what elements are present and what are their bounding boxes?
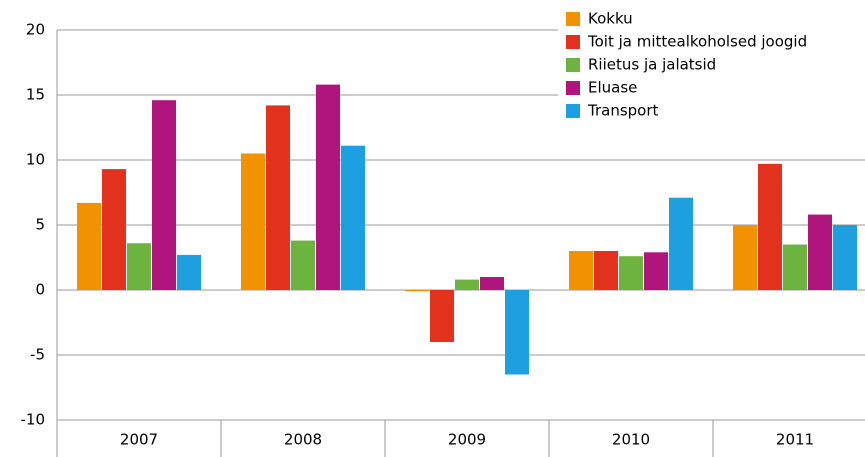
legend-swatch <box>566 104 580 118</box>
x-tick-label: 2007 <box>120 431 158 449</box>
bar <box>430 290 454 342</box>
bar <box>808 214 832 290</box>
legend-label: Riietus ja jalatsid <box>588 56 716 74</box>
legend-label: Transport <box>587 102 659 120</box>
y-tick-label: 10 <box>26 151 45 169</box>
legend-label: Toit ja mittealkoholsed joogid <box>587 33 807 51</box>
x-tick-label: 2010 <box>612 431 650 449</box>
x-tick-label: 2011 <box>776 431 814 449</box>
bar <box>341 145 365 290</box>
bar <box>455 279 479 290</box>
bar <box>594 251 618 290</box>
y-tick-label: -5 <box>30 346 45 364</box>
bar <box>733 225 757 290</box>
bar <box>291 240 315 290</box>
legend-swatch <box>566 58 580 72</box>
bar <box>102 169 126 290</box>
legend-swatch <box>566 12 580 26</box>
bar <box>833 225 857 290</box>
y-tick-label: 0 <box>35 281 45 299</box>
x-tick-label: 2008 <box>284 431 322 449</box>
bar <box>569 251 593 290</box>
bar <box>480 277 504 290</box>
bar <box>405 290 429 292</box>
legend-swatch <box>566 81 580 95</box>
bar <box>644 252 668 290</box>
bar <box>241 153 265 290</box>
bar <box>758 163 782 290</box>
y-tick-label: -10 <box>21 411 46 429</box>
y-tick-label: 5 <box>35 216 45 234</box>
y-tick-label: 15 <box>26 86 45 104</box>
legend-label: Eluase <box>588 79 637 97</box>
bar <box>316 84 340 290</box>
bar <box>669 197 693 290</box>
legend-background <box>558 5 865 125</box>
bar <box>77 202 101 290</box>
bar <box>619 256 643 290</box>
bar <box>127 243 151 290</box>
y-tick-label: 20 <box>26 21 45 39</box>
legend-swatch <box>566 35 580 49</box>
bar <box>177 254 201 290</box>
bar <box>783 244 807 290</box>
bar <box>152 100 176 290</box>
legend-label: Kokku <box>588 10 633 28</box>
bar <box>505 290 529 375</box>
x-tick-label: 2009 <box>448 431 486 449</box>
bar <box>266 105 290 291</box>
